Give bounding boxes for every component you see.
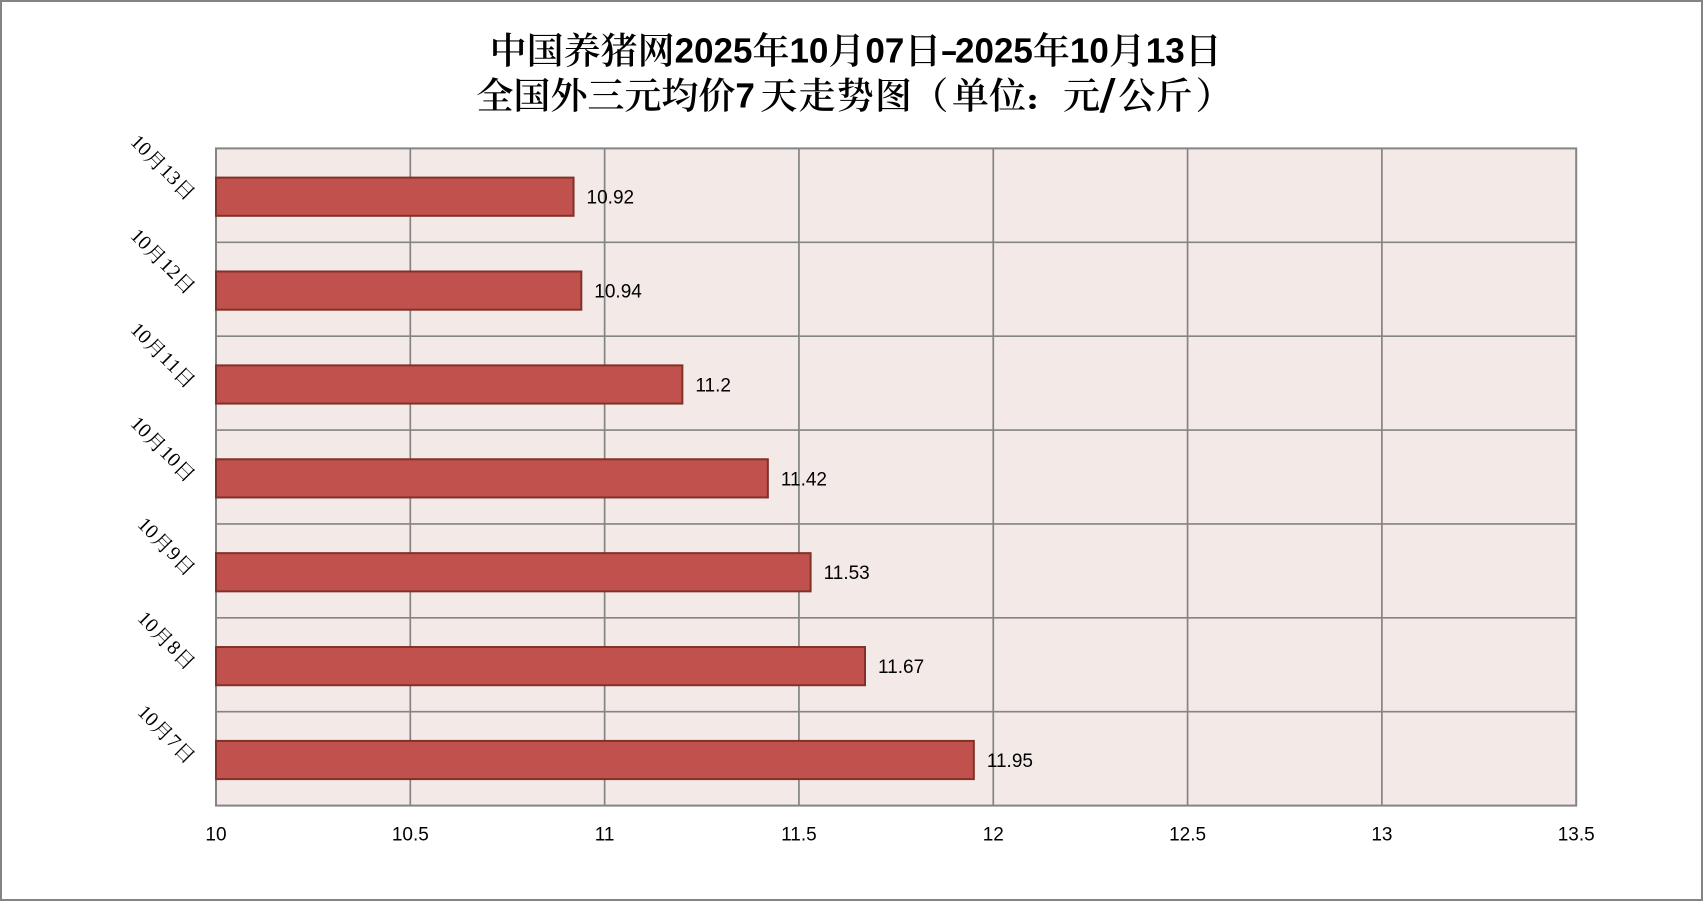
svg-text:12: 12: [983, 824, 1004, 845]
svg-text:13.5: 13.5: [1558, 824, 1595, 845]
svg-text:10: 10: [205, 824, 226, 845]
svg-text:12.5: 12.5: [1169, 824, 1206, 845]
svg-text:13: 13: [1371, 824, 1392, 845]
svg-text:11.5: 11.5: [781, 824, 817, 845]
svg-text:11.42: 11.42: [781, 469, 827, 490]
svg-text:11.53: 11.53: [824, 563, 870, 584]
svg-text:10.5: 10.5: [392, 824, 429, 845]
svg-text:11: 11: [595, 824, 615, 845]
svg-text:11.95: 11.95: [987, 751, 1033, 772]
svg-text:11.67: 11.67: [878, 657, 924, 678]
svg-text:11.2: 11.2: [695, 375, 731, 396]
svg-text:10.92: 10.92: [587, 188, 635, 209]
svg-text:10.94: 10.94: [594, 281, 642, 302]
